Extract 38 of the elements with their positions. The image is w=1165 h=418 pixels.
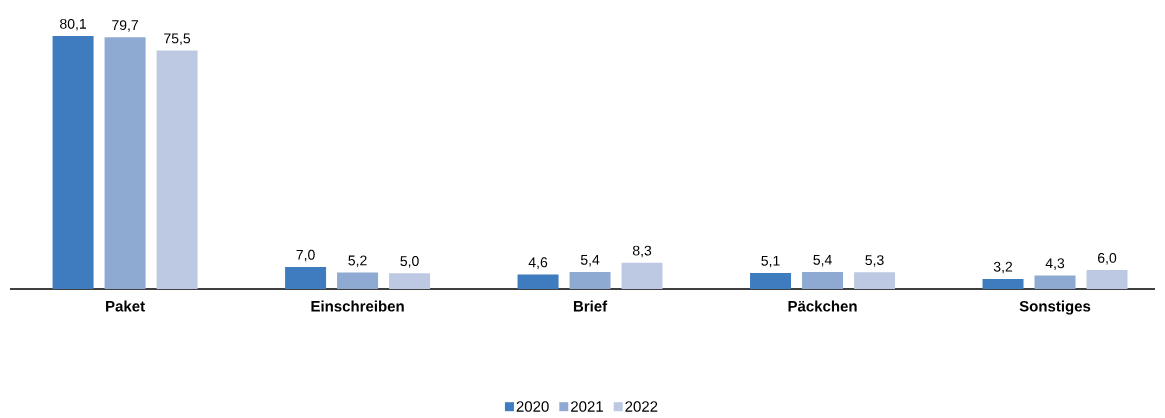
legend-label: 2020: [516, 401, 549, 412]
bar: [569, 271, 611, 289]
data-label: 7,0: [296, 249, 315, 262]
bar: [621, 262, 663, 289]
x-tick-label: Päckchen: [788, 300, 857, 312]
data-label: 75,5: [164, 33, 191, 45]
bar: [285, 266, 327, 289]
bar: [156, 50, 198, 289]
bar: [1034, 275, 1076, 289]
data-label: 4,6: [528, 257, 548, 269]
data-label: 5,0: [400, 256, 419, 268]
bar: [854, 272, 896, 289]
legend-label: 2021: [571, 401, 603, 412]
bar: [982, 278, 1024, 289]
legend-label: 2022: [625, 401, 658, 412]
bar: [750, 272, 792, 289]
bar: [52, 36, 94, 289]
data-label: 8,3: [632, 245, 652, 258]
data-label: 5,2: [348, 255, 367, 268]
bar: [1086, 270, 1128, 289]
x-tick-label: Einschreiben: [311, 300, 404, 312]
data-label: 3,2: [993, 261, 1013, 274]
data-label: 79,7: [112, 20, 139, 32]
x-tick-label: Paket: [106, 300, 145, 312]
bar: [337, 272, 379, 289]
bar: [389, 273, 431, 289]
data-label: 80,1: [60, 18, 87, 31]
bar: [104, 37, 146, 289]
bar: [517, 274, 559, 289]
x-tick-label: Sonstiges: [1019, 300, 1091, 315]
data-label: 6,0: [1098, 252, 1117, 265]
data-label: 5,1: [761, 255, 780, 268]
data-label: 5,3: [865, 255, 884, 267]
data-label: 5,4: [580, 254, 600, 267]
x-tick-label: Brief: [573, 300, 608, 312]
data-label: 5,4: [813, 254, 832, 267]
bar: [802, 271, 844, 289]
data-label: 4,3: [1045, 258, 1065, 270]
